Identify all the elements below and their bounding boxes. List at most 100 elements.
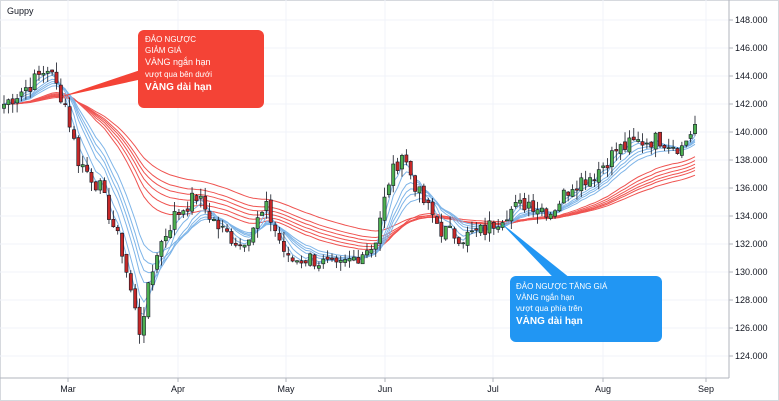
y-tick-label: 132.000 [735,239,768,249]
candle-body [623,141,627,150]
candle-body [93,181,98,191]
candle-body [163,236,168,242]
candle-body [273,224,278,232]
candle-body [596,169,601,183]
candle-body [102,180,107,194]
candle-body [356,257,361,264]
candle-body [417,186,422,194]
candle-body [220,225,225,228]
candle-body [557,203,562,212]
candle-body [675,148,680,154]
y-tick-label: 144.000 [735,71,768,81]
candle-body [448,225,452,228]
candle-body [553,210,557,217]
candle-body [435,216,439,224]
candle-body [260,212,264,216]
candle-body [500,222,505,228]
candle-body [540,207,544,213]
candle-body [181,210,186,215]
candle-body [286,253,291,256]
candle-body [212,219,216,222]
x-tick-label: Mar [60,384,76,394]
candle-body [640,141,645,146]
candle-body [509,208,514,222]
candle-body [155,255,159,270]
candle-body [142,316,146,336]
candle-body [658,131,662,147]
candle-body [72,129,76,139]
candle-body [614,149,619,152]
candle-body [579,177,584,192]
candle-body [636,139,641,142]
candle-body [531,200,536,212]
candle-body [386,184,391,195]
candle-body [505,219,509,222]
candle-body [483,224,487,235]
candle-body [631,136,636,141]
candle-body [238,244,243,247]
candle-body [76,137,81,167]
candle-body [618,144,623,155]
candle-body [478,224,483,234]
candle-body [679,145,684,156]
x-tick-label: Jun [378,384,393,394]
candle-body [308,253,313,266]
candle-body [334,257,339,263]
candle-body [290,257,295,262]
candle-body [430,201,435,215]
candle-body [207,211,212,220]
candle-body [111,218,116,228]
candle-body [566,191,571,196]
candle-body [146,282,151,318]
bullish-callout-line-4: VÀNG dài hạn [516,316,583,327]
candle-body [378,217,383,244]
candle-body [644,142,649,145]
short-term-ema-line [3,74,696,303]
candle-body [627,137,632,153]
candle-body [688,134,693,139]
candle-body [400,155,404,170]
candle-body [50,69,55,73]
candle-body [452,228,457,239]
candle-body [303,260,308,264]
candle-body [281,240,286,252]
candle-body [133,288,138,309]
bullish-callout-line-3: vượt qua phía trên [516,304,583,313]
candle-body [548,213,553,219]
candle-body [63,103,68,105]
bullish-reversal-callout: ĐẢO NGƯỢC TĂNG GIÁ VÀNG ngắn hạn vượt qu… [510,276,662,342]
bearish-callout-line-4: vượt qua bên dưới [145,70,213,79]
y-tick-label: 130.000 [735,267,768,277]
candle-body [190,192,194,212]
candle-body [277,232,282,241]
y-tick-label: 140.000 [735,127,768,137]
candle-body [107,194,111,220]
candle-body [601,165,606,168]
candle-body [474,228,479,231]
candle-body [172,211,177,230]
candle-body [421,185,426,204]
y-tick-label: 124.000 [735,351,768,361]
candle-body [513,202,518,207]
candle-body [15,98,20,104]
candle-body [10,98,15,105]
candle-body [23,87,28,92]
candle-body [233,242,238,246]
y-tick-label: 138.000 [735,155,768,165]
candle-body [128,273,133,291]
candle-body [32,73,37,90]
candle-body [605,165,610,169]
candle-body [395,161,400,171]
candle-body [369,249,374,254]
candle-body [28,87,33,92]
candle-body [19,91,24,97]
candle-body [465,231,470,246]
y-tick-label: 136.000 [735,183,768,193]
candle-body [216,219,221,230]
long-term-ema-line [3,95,696,242]
candle-body [592,179,597,181]
candle-body [115,226,120,232]
candle-body [137,306,142,335]
candle-body [37,70,41,75]
